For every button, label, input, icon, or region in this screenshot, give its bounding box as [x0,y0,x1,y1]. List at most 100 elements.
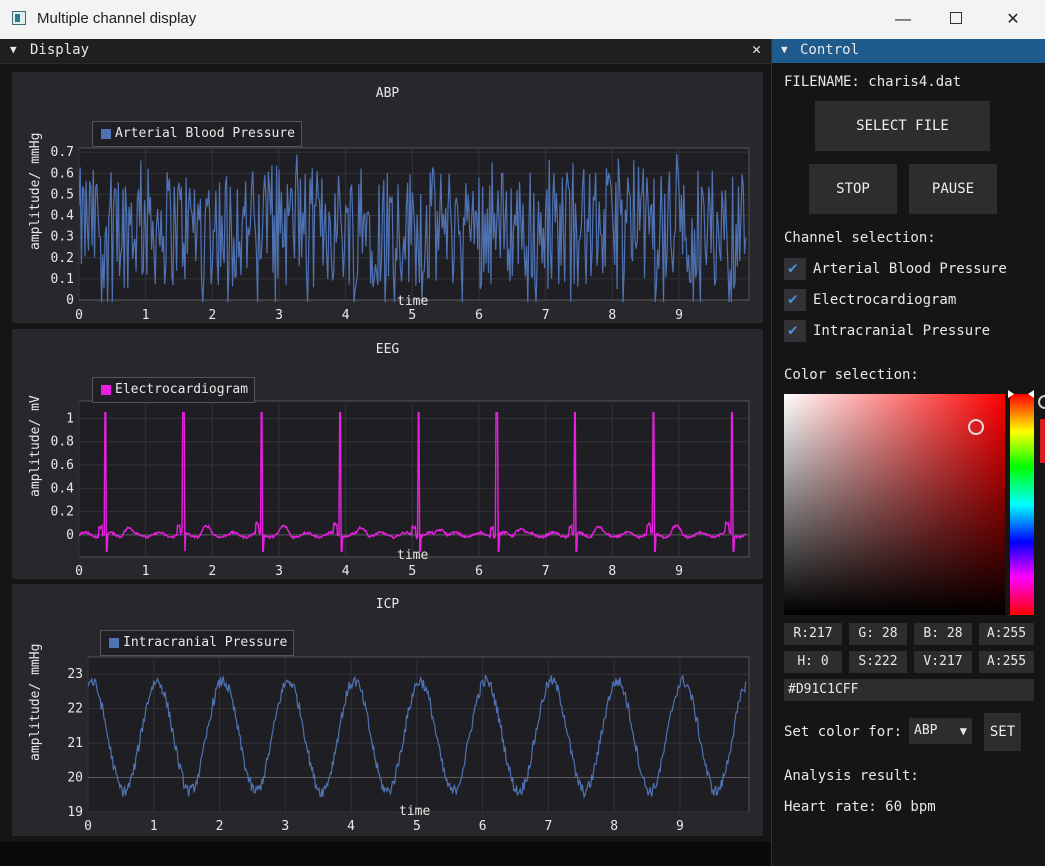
display-bottom-strip [0,842,771,866]
series-line [79,153,747,303]
x-tick-label: 6 [475,308,483,323]
x-tick-label: 4 [347,819,355,834]
minimize-button[interactable]: — [895,11,911,28]
y-tick-label: 0.6 [51,458,74,473]
abp-legend-swatch [101,129,111,139]
x-tick-label: 4 [342,564,350,579]
hex-color-field[interactable]: #D91C1CFF [784,679,1034,701]
eeg-legend-swatch [101,385,111,395]
display-title: Display [30,42,90,58]
eeg-legend-label: Electrocardiogram [115,382,249,397]
close-display-icon[interactable]: ✕ [752,40,762,58]
y-tick-label: 0.2 [51,505,74,520]
red-field[interactable]: R:217 [784,623,842,645]
x-tick-label: 8 [608,308,616,323]
abp-plot-panel: ABP 0 1 2 3 4 5 6 7 8 9 0.7 0.6 0.5 0.4 0.3 0.2 0.1 0 Art… [12,72,763,323]
hue-slider[interactable] [1010,394,1034,615]
y-tick-label: 20 [67,771,83,786]
stop-button[interactable]: STOP [809,164,897,214]
icp-legend-label: Intracranial Pressure [123,635,288,650]
x-tick-label: 2 [216,819,224,834]
x-tick-label: 9 [675,564,683,579]
color-target-value: ABP [914,723,938,738]
select-file-button[interactable]: SELECT FILE [815,101,990,151]
y-tick-label: 0.4 [51,481,75,496]
set-color-for-label: Set color for: [784,724,903,740]
color-selection-label: Color selection: [784,367,919,383]
x-tick-label: 1 [150,819,158,834]
ecg-channel-checkbox[interactable]: ✔ [784,289,806,311]
blue-field[interactable]: B: 28 [914,623,972,645]
eeg-legend[interactable]: Electrocardiogram [92,377,256,403]
x-tick-label: 7 [542,308,550,323]
icp-channel-label: Intracranial Pressure [813,323,991,339]
x-tick-label: 0 [84,819,92,834]
y-tick-label: 19 [67,805,83,820]
x-tick-label: 8 [608,564,616,579]
color-target-select[interactable]: ABP ▼ [909,718,972,744]
hue-marker-left-icon [1008,390,1014,398]
icp-x-axis-label: time [399,804,431,819]
abp-legend-label: Arterial Blood Pressure [115,126,296,141]
filename-label: FILENAME: charis4.dat [784,74,962,90]
x-tick-label: 2 [208,564,216,579]
abp-x-axis-label: time [397,294,429,309]
abp-plot-canvas[interactable]: 0 1 2 3 4 5 6 7 8 9 0.7 0.6 0.5 0.4 0.3 0.2 0.1 0 [12,72,763,323]
y-tick-label: 0.2 [51,251,74,266]
y-tick-label: 23 [67,667,83,682]
pause-button[interactable]: PAUSE [909,164,997,214]
y-tick-label: 0.3 [51,230,74,245]
x-tick-label: 5 [413,819,421,834]
analysis-result-label: Analysis result: [784,768,919,784]
icp-legend[interactable]: Intracranial Pressure [100,630,295,656]
display-window: ▼ Display ✕ ABP 0 1 2 3 4 5 6 7 8 9 0.7 0.6 0.5 0.4 0.… [0,39,771,842]
chevron-down-icon: ▼ [959,724,967,738]
y-tick-label: 0.8 [51,435,74,450]
abp-legend[interactable]: Arterial Blood Pressure [92,121,303,147]
collapse-icon[interactable]: ▼ [10,43,17,56]
x-tick-label: 9 [675,308,683,323]
control-window: ▼ Control FILENAME: charis4.dat SELECT F… [771,39,1045,866]
control-header[interactable]: ▼ Control [772,39,1045,63]
green-field[interactable]: G: 28 [849,623,907,645]
eeg-y-axis-label: amplitude/ mV [28,395,43,497]
alpha-marker-icon [1038,395,1045,409]
y-tick-label: 0 [66,528,74,543]
hue-field[interactable]: H: 0 [784,651,842,673]
x-tick-label: 0 [75,308,83,323]
x-tick-label: 2 [208,308,216,323]
display-header[interactable]: ▼ Display ✕ [0,39,771,64]
x-tick-label: 1 [142,308,150,323]
ecg-channel-label: Electrocardiogram [813,292,957,308]
color-picker-cursor[interactable] [968,419,984,435]
close-window-button[interactable]: ✕ [1006,11,1020,28]
x-tick-label: 3 [275,564,283,579]
abp-channel-label: Arterial Blood Pressure [813,261,1007,277]
set-color-button[interactable]: SET [984,713,1021,751]
y-tick-label: 0.5 [51,187,74,202]
window-titlebar: Multiple channel display — ✕ [0,0,1045,39]
abp-plot-title: ABP [375,86,400,101]
abp-channel-checkbox[interactable]: ✔ [784,258,806,280]
y-tick-label: 0.1 [51,272,74,287]
x-tick-label: 8 [610,819,618,834]
icp-channel-checkbox[interactable]: ✔ [784,320,806,342]
x-tick-label: 7 [542,564,550,579]
alpha-field[interactable]: A:255 [979,623,1034,645]
maximize-button[interactable] [933,0,979,39]
eeg-x-axis-label: time [397,548,429,563]
control-title: Control [800,42,860,58]
alpha-field-hsv[interactable]: A:255 [979,651,1034,673]
x-tick-label: 3 [275,308,283,323]
check-icon: ✔ [788,258,798,277]
x-tick-label: 3 [281,819,289,834]
value-field[interactable]: V:217 [914,651,972,673]
saturation-field[interactable]: S:222 [849,651,907,673]
collapse-icon[interactable]: ▼ [781,43,788,56]
app-icon [12,11,26,25]
check-icon: ✔ [788,320,798,339]
x-tick-label: 4 [342,308,350,323]
eeg-plot-title: EEG [375,342,400,357]
eeg-plot-canvas[interactable]: 0 1 2 3 4 5 6 7 8 9 1 0.8 0.6 0.4 0.2 0 [12,329,763,579]
